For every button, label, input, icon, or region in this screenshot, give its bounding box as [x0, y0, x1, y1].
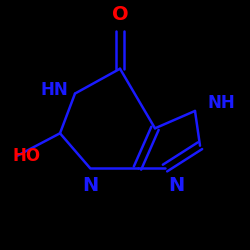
Text: NH: NH [208, 94, 235, 112]
Text: N: N [82, 176, 98, 195]
Text: HN: HN [41, 81, 69, 99]
Text: N: N [169, 176, 185, 195]
Text: O: O [112, 5, 128, 24]
Text: HO: HO [12, 147, 40, 165]
